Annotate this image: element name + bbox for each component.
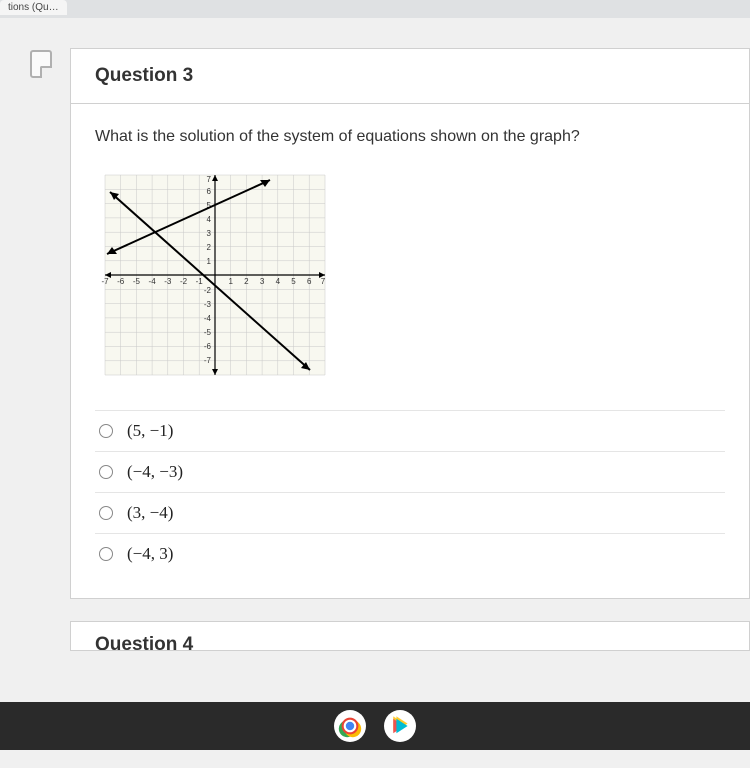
svg-text:1: 1 — [207, 257, 212, 266]
svg-text:1: 1 — [228, 277, 233, 286]
browser-tab[interactable]: tions (Qu… — [0, 0, 67, 15]
question-body: What is the solution of the system of eq… — [71, 104, 749, 598]
svg-text:-3: -3 — [204, 300, 212, 309]
graph: -7 -6 -5 -4 -3 -2 -1 1 2 3 4 5 6 7 7 6 — [95, 170, 335, 380]
svg-text:-2: -2 — [180, 277, 188, 286]
taskbar — [0, 702, 750, 750]
svg-text:3: 3 — [207, 229, 212, 238]
svg-text:6: 6 — [207, 187, 212, 196]
radio-icon[interactable] — [99, 424, 113, 438]
page-content: Question 3 What is the solution of the s… — [0, 18, 750, 768]
svg-text:7: 7 — [321, 277, 326, 286]
browser-tab-bar: tions (Qu… — [0, 0, 750, 18]
svg-text:5: 5 — [291, 277, 296, 286]
svg-text:-7: -7 — [204, 356, 212, 365]
answer-label: (−4, −3) — [127, 462, 183, 482]
answer-option[interactable]: (−4, −3) — [95, 452, 725, 493]
play-store-icon[interactable] — [384, 710, 416, 742]
svg-text:2: 2 — [244, 277, 249, 286]
next-question-card: Question 4 — [70, 621, 750, 651]
svg-text:-6: -6 — [117, 277, 125, 286]
answer-option[interactable]: (3, −4) — [95, 493, 725, 534]
answer-options: (5, −1) (−4, −3) (3, −4) (−4, 3) — [95, 410, 725, 574]
flag-question-icon[interactable] — [30, 50, 52, 78]
svg-text:2: 2 — [207, 243, 212, 252]
svg-text:-3: -3 — [164, 277, 172, 286]
answer-label: (−4, 3) — [127, 544, 173, 564]
radio-icon[interactable] — [99, 506, 113, 520]
answer-label: (3, −4) — [127, 503, 173, 523]
svg-text:-4: -4 — [204, 314, 212, 323]
question-card: Question 3 What is the solution of the s… — [70, 48, 750, 599]
svg-text:6: 6 — [307, 277, 312, 286]
svg-text:-5: -5 — [133, 277, 141, 286]
chrome-icon[interactable] — [334, 710, 366, 742]
svg-text:3: 3 — [260, 277, 265, 286]
svg-text:-7: -7 — [101, 277, 109, 286]
answer-label: (5, −1) — [127, 421, 173, 441]
svg-text:4: 4 — [207, 215, 212, 224]
answer-option[interactable]: (5, −1) — [95, 411, 725, 452]
svg-text:-4: -4 — [149, 277, 157, 286]
radio-icon[interactable] — [99, 465, 113, 479]
question-prompt: What is the solution of the system of eq… — [95, 128, 725, 146]
answer-option[interactable]: (−4, 3) — [95, 534, 725, 574]
svg-text:4: 4 — [276, 277, 281, 286]
svg-text:-1: -1 — [196, 277, 204, 286]
svg-text:-2: -2 — [204, 286, 212, 295]
question-number: Question 3 — [71, 49, 749, 104]
radio-icon[interactable] — [99, 547, 113, 561]
svg-text:-6: -6 — [204, 342, 212, 351]
svg-text:-5: -5 — [204, 328, 212, 337]
svg-text:7: 7 — [207, 175, 212, 184]
